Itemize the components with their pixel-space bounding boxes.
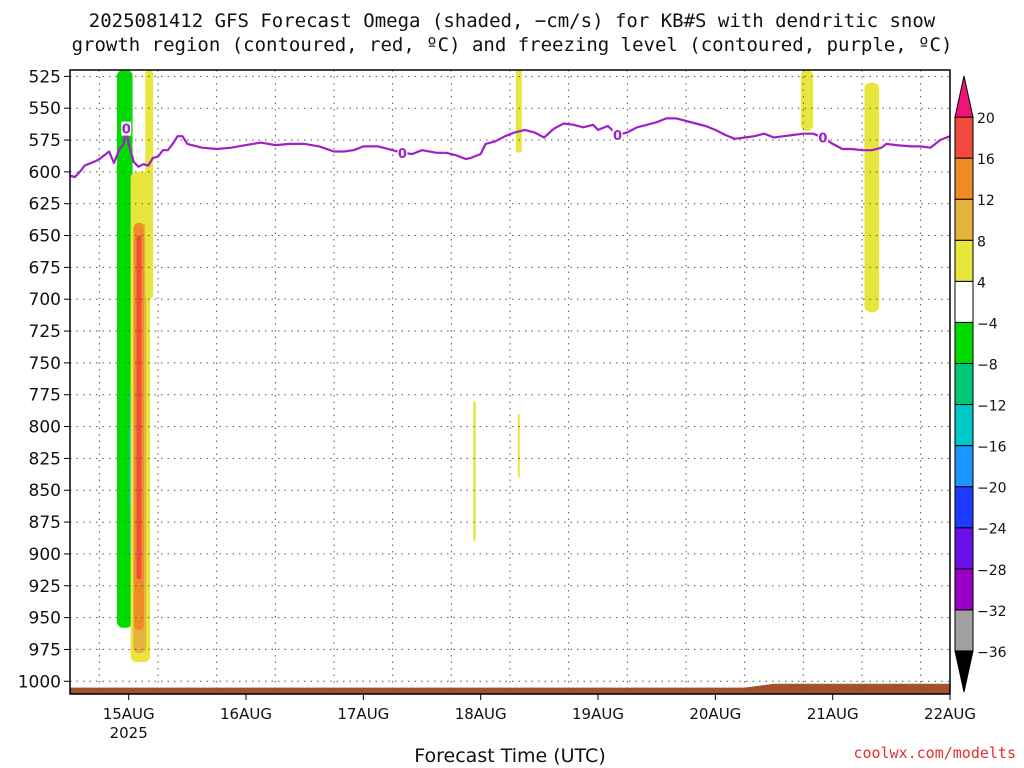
colorbar-segment bbox=[954, 198, 974, 241]
y-tick-label: 750 bbox=[29, 354, 61, 374]
y-tick-label: 875 bbox=[29, 513, 61, 533]
omega-shaded-region bbox=[116, 70, 133, 628]
x-tick-label: 19AUG bbox=[572, 705, 624, 723]
y-tick-label: 725 bbox=[29, 322, 61, 342]
grid-layer bbox=[70, 70, 950, 694]
x-tick-label: 15AUG bbox=[103, 705, 155, 723]
colorbar-label: −28 bbox=[977, 563, 1007, 579]
colorbar-segment bbox=[954, 445, 974, 488]
y-tick-label: 900 bbox=[29, 545, 61, 565]
colorbar-segment bbox=[954, 527, 974, 570]
freezing-label-bg bbox=[121, 121, 132, 136]
colorbar-label: −4 bbox=[977, 316, 998, 332]
omega-shaded-region bbox=[136, 235, 142, 580]
colorbar-label: −20 bbox=[977, 481, 1007, 497]
colorbar-label: 4 bbox=[977, 275, 986, 291]
y-tick-label: 600 bbox=[29, 163, 61, 183]
colorbar-label: −32 bbox=[977, 604, 1007, 620]
y-tick-label: 850 bbox=[29, 481, 61, 501]
y-tick-label: 800 bbox=[29, 418, 61, 438]
colorbar-segment bbox=[954, 239, 974, 282]
y-tick-label: 525 bbox=[29, 67, 61, 87]
freezing-level-label: 0 bbox=[818, 131, 827, 146]
colorbar-label: −16 bbox=[977, 440, 1007, 456]
x-axis-label: Forecast Time (UTC) bbox=[414, 745, 606, 767]
colorbar-segment bbox=[954, 609, 974, 652]
colorbar-segment bbox=[954, 486, 974, 529]
colorbar-segment bbox=[954, 362, 974, 406]
freezing-level-label: 0 bbox=[398, 147, 407, 162]
x-tick-label: 17AUG bbox=[337, 705, 389, 723]
y-tick-label: 825 bbox=[29, 449, 61, 469]
x-tick-sublabel: 2025 bbox=[110, 724, 148, 742]
y-tick-label: 625 bbox=[29, 195, 61, 215]
y-tick-label: 700 bbox=[29, 290, 61, 310]
colorbar-label: −12 bbox=[977, 399, 1007, 415]
freezing-label-bg bbox=[397, 145, 408, 160]
colorbar-segment bbox=[954, 650, 974, 693]
colorbar-segment bbox=[954, 116, 974, 159]
y-tick-label: 925 bbox=[29, 577, 61, 597]
omega-shaded-region bbox=[473, 401, 476, 542]
y-tick-label: 650 bbox=[29, 227, 61, 247]
colorbar: 20 16 12 8 4 −4 −8 −12 −16 −20 −24 −28 −32 −36 bbox=[954, 75, 1007, 693]
x-tick-label: 16AUG bbox=[220, 705, 272, 723]
colorbar-segment bbox=[954, 404, 974, 447]
freezing-level-label: 0 bbox=[613, 129, 622, 144]
y-tick-label: 950 bbox=[29, 609, 61, 629]
colorbar-label: −24 bbox=[977, 522, 1007, 538]
chart-title-line-1: 2025081412 GFS Forecast Omega (shaded, −… bbox=[88, 10, 936, 32]
freezing-level-line bbox=[69, 117, 951, 179]
colorbar-label: −8 bbox=[977, 357, 998, 373]
y-tick-label: 1000 bbox=[18, 672, 61, 692]
x-tick-label: 20AUG bbox=[689, 705, 741, 723]
y-tick-label: 975 bbox=[29, 640, 61, 660]
chart-title-line-2: growth region (contoured, red, ºC) and f… bbox=[71, 34, 953, 56]
colorbar-segment bbox=[954, 75, 974, 118]
plot-frame bbox=[69, 69, 951, 695]
x-tick-label: 21AUG bbox=[807, 705, 859, 723]
omega-shaded-region bbox=[517, 413, 520, 478]
credit-link[interactable]: coolwx.com/modelts bbox=[853, 744, 1016, 762]
omega-shaded-region bbox=[800, 70, 814, 132]
colorbar-segment bbox=[954, 321, 974, 364]
colorbar-label: 16 bbox=[977, 152, 995, 168]
x-tick-label: 22AUG bbox=[924, 705, 976, 723]
y-axis: 525 550 575 600 625 650 675 700 725 750 775 800 825 8… bbox=[18, 67, 70, 692]
x-tick-label: 18AUG bbox=[455, 705, 507, 723]
colorbar-segment bbox=[954, 280, 974, 323]
colorbar-label: −36 bbox=[977, 645, 1007, 661]
freezing-level-layer: 0 0 0 0 bbox=[69, 117, 951, 179]
y-tick-label: 775 bbox=[29, 386, 61, 406]
y-tick-label: 550 bbox=[29, 99, 61, 119]
freezing-label-bg bbox=[612, 127, 623, 142]
colorbar-label: 20 bbox=[977, 111, 995, 127]
omega-shading-layer bbox=[116, 70, 880, 663]
freezing-level-label: 0 bbox=[122, 123, 131, 138]
freezing-label-bg bbox=[817, 130, 828, 145]
colorbar-segment bbox=[954, 568, 974, 611]
colorbar-label: 12 bbox=[977, 193, 995, 209]
colorbar-label: 8 bbox=[977, 234, 986, 250]
y-tick-label: 675 bbox=[29, 258, 61, 278]
omega-shaded-region bbox=[145, 70, 154, 300]
y-tick-label: 575 bbox=[29, 131, 61, 151]
colorbar-segment bbox=[954, 157, 974, 200]
omega-shaded-region bbox=[864, 82, 880, 312]
